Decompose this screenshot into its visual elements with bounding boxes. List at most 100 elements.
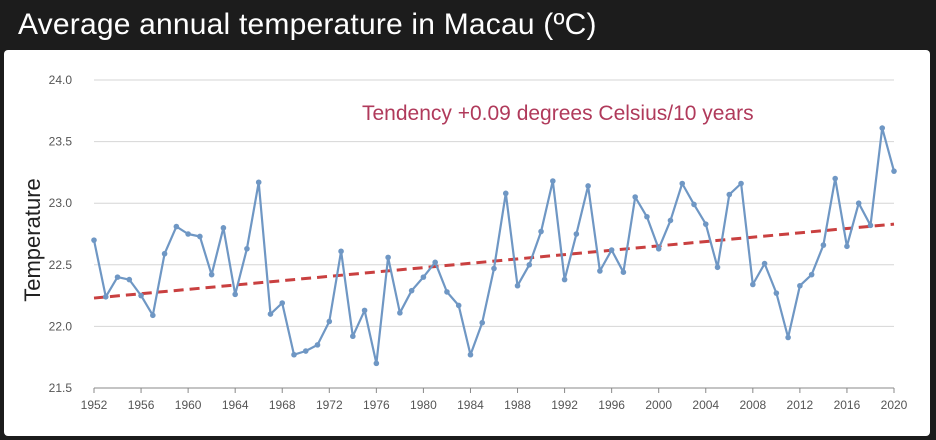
data-point <box>550 178 556 184</box>
y-tick-label: 23.5 <box>49 135 73 149</box>
x-tick-label: 2012 <box>787 398 814 412</box>
x-tick-label: 2008 <box>739 398 766 412</box>
x-tick-label: 1996 <box>598 398 625 412</box>
data-point <box>373 360 380 367</box>
data-point <box>761 260 768 267</box>
data-point <box>585 183 591 189</box>
data-point <box>808 271 815 278</box>
data-point <box>738 180 744 187</box>
y-axis: 21.5 22.0 22.5 23.0 23.5 24.0 <box>49 73 73 395</box>
data-point <box>632 194 638 200</box>
data-point <box>608 247 615 253</box>
data-point <box>773 290 780 296</box>
x-tick-label: 2000 <box>645 398 672 412</box>
data-point <box>644 213 650 220</box>
data-point <box>467 351 474 358</box>
data-point <box>891 168 897 174</box>
data-point <box>855 200 862 206</box>
data-point <box>279 300 286 306</box>
data-point <box>220 225 227 231</box>
data-point <box>126 276 133 283</box>
x-tick-label: 1984 <box>457 398 484 412</box>
data-point <box>561 276 568 283</box>
data-point <box>820 242 827 248</box>
x-tick-label: 2016 <box>834 398 861 412</box>
x-tick-label: 1956 <box>128 398 155 412</box>
data-point <box>526 262 533 268</box>
data-point <box>432 259 438 266</box>
data-point <box>397 310 403 316</box>
data-point <box>314 342 321 348</box>
trend-line <box>93 222 895 300</box>
data-point <box>267 311 274 317</box>
y-axis-label: Temperature <box>20 178 45 302</box>
data-point <box>361 307 368 314</box>
data-point <box>408 287 415 294</box>
data-point <box>491 265 497 272</box>
chart-panel: 21.5 22.0 22.5 23.0 23.5 24.0 1952 1956 1960 196… <box>4 50 930 436</box>
y-tick-label: 24.0 <box>49 73 73 87</box>
data-point <box>797 282 803 289</box>
data-point <box>538 228 544 235</box>
data-point <box>750 281 756 288</box>
data-point <box>291 351 297 358</box>
x-tick-label: 2004 <box>692 398 719 412</box>
data-point <box>444 289 450 295</box>
data-point <box>620 269 627 275</box>
data-point <box>597 268 603 274</box>
data-point <box>161 250 168 257</box>
temperature-series <box>91 125 897 367</box>
x-tick-label: 1960 <box>175 398 202 412</box>
data-point <box>420 274 427 280</box>
x-axis: 1952 1956 1960 1964 1968 1972 1976 1980 1984 1988… <box>81 387 908 412</box>
x-tick-label: 1980 <box>410 398 437 412</box>
grid-lines <box>94 79 894 327</box>
data-point <box>338 248 344 255</box>
data-point <box>655 245 662 252</box>
data-point <box>185 231 191 237</box>
data-point <box>326 318 333 325</box>
y-tick-label: 22.5 <box>49 258 73 272</box>
data-point <box>350 333 356 340</box>
data-point <box>91 237 97 243</box>
data-point <box>173 223 180 230</box>
data-point <box>138 292 144 299</box>
data-point <box>208 271 215 278</box>
data-point <box>867 222 874 229</box>
data-point <box>255 179 262 186</box>
data-point <box>691 201 697 208</box>
data-point <box>714 264 721 271</box>
data-point <box>244 245 250 252</box>
data-point <box>150 312 156 319</box>
data-point <box>502 190 509 197</box>
line-chart: 21.5 22.0 22.5 23.0 23.5 24.0 1952 1956 1960 196… <box>20 73 908 412</box>
x-tick-label: 1972 <box>316 398 343 412</box>
chart-title: Average annual temperature in Macau (ºC) <box>0 0 936 50</box>
trend-annotation: Tendency +0.09 degrees Celsius/10 years <box>362 102 754 125</box>
data-point <box>102 294 109 300</box>
trend-line-segment <box>93 222 895 300</box>
data-point <box>385 254 391 261</box>
y-tick-label: 23.0 <box>49 196 73 210</box>
y-tick-label: 21.5 <box>49 381 73 395</box>
data-point <box>679 180 686 187</box>
data-point <box>479 319 486 326</box>
x-tick-label: 2020 <box>881 398 908 412</box>
data-point <box>702 221 709 227</box>
x-tick-label: 1968 <box>269 398 296 412</box>
data-point <box>879 125 886 131</box>
data-point <box>844 243 850 250</box>
y-tick-label: 22.0 <box>49 319 73 333</box>
data-point <box>785 334 791 341</box>
data-point <box>302 348 309 354</box>
x-tick-label: 1964 <box>222 398 249 412</box>
data-point <box>232 291 238 298</box>
data-point <box>197 233 203 240</box>
x-tick-label: 1976 <box>363 398 390 412</box>
data-point <box>573 231 580 237</box>
x-tick-label: 1992 <box>551 398 578 412</box>
data-point <box>726 191 733 198</box>
data-point <box>514 282 521 289</box>
x-tick-label: 1952 <box>81 398 108 412</box>
x-tick-label: 1988 <box>504 398 531 412</box>
